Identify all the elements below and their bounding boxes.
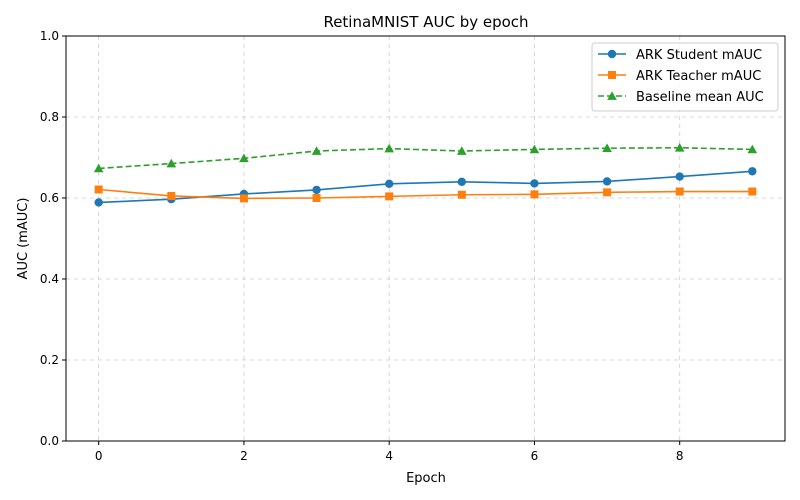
plot-frame	[65, 35, 786, 442]
data-point	[530, 190, 539, 199]
data-point	[167, 191, 176, 200]
x-tick-label: 4	[385, 449, 393, 463]
legend-entry: ARK Teacher mAUC	[598, 69, 761, 84]
data-point	[385, 192, 394, 201]
legend-label: Baseline mean AUC	[636, 90, 764, 105]
data-point	[457, 146, 467, 155]
x-axis-label: Epoch	[406, 471, 446, 486]
y-tick-label: 0.0	[40, 434, 59, 448]
series-line	[98, 188, 753, 200]
data-point	[530, 179, 539, 188]
data-point	[312, 185, 321, 195]
data-point	[311, 146, 322, 155]
series-line	[98, 146, 753, 170]
y-tick-label: 0.8	[40, 110, 59, 124]
series-2	[94, 185, 757, 203]
data-point	[675, 187, 684, 196]
data-point	[166, 158, 177, 168]
legend-marker	[608, 71, 616, 79]
legend-marker	[607, 91, 617, 100]
legend-label: ARK Teacher mAUC	[636, 69, 761, 84]
x-tick-label: 2	[240, 449, 248, 463]
x-axis: 0 2 4 6 8	[95, 441, 684, 463]
data-point	[747, 144, 758, 154]
data-point	[529, 144, 540, 154]
data-point	[602, 143, 612, 153]
chart-title: RetinaMNIST AUC by epoch	[323, 13, 528, 31]
x-tick-label: 6	[531, 449, 539, 463]
x-tick-label: 0	[95, 449, 103, 463]
y-tick-label: 0.2	[40, 353, 59, 367]
series-line	[98, 170, 753, 204]
legend-marker	[607, 49, 617, 59]
y-axis-label: AUC (mAUC)	[16, 198, 31, 280]
data-point	[94, 198, 103, 207]
data-point	[312, 194, 321, 202]
legend: ARK Student mAUC ARK Teacher mAUC Baseline…	[591, 42, 779, 112]
legend-label: ARK Student mAUC	[636, 48, 762, 63]
y-tick-label: 0.4	[40, 272, 59, 286]
data-point	[93, 163, 104, 173]
data-point	[674, 142, 685, 152]
legend-box	[591, 42, 779, 112]
data-point	[457, 177, 467, 186]
y-tick-label: 0.6	[40, 191, 59, 205]
data-point	[748, 167, 757, 176]
legend-entry: Baseline mean AUC	[598, 90, 764, 105]
data-point	[239, 153, 249, 163]
data-point	[603, 188, 612, 197]
data-point	[239, 194, 248, 203]
y-tick-label: 1.0	[40, 29, 59, 43]
data-point	[384, 179, 394, 189]
y-axis: 0.0 0.2 0.4 0.6 0.8 1.0	[40, 29, 66, 448]
data-point	[457, 190, 466, 199]
data-point	[94, 185, 103, 194]
x-tick-label: 8	[676, 449, 684, 463]
data-point	[748, 187, 757, 196]
series-layer	[93, 142, 758, 207]
data-point	[675, 172, 684, 181]
data-point	[602, 177, 612, 186]
series-1	[94, 167, 757, 207]
data-point	[384, 143, 394, 153]
legend-entry: ARK Student mAUC	[598, 48, 762, 63]
series-3	[93, 142, 758, 173]
